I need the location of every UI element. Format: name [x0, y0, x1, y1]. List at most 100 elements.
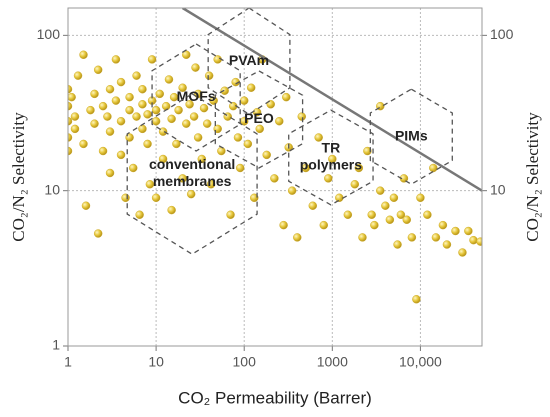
point [70, 124, 80, 134]
point [172, 139, 181, 149]
point [90, 119, 99, 128]
point [116, 117, 126, 126]
point [412, 295, 421, 304]
region-label: PEO [244, 110, 274, 126]
point [301, 163, 310, 173]
point [240, 96, 249, 105]
point [68, 146, 73, 156]
region-hexagon [214, 70, 304, 169]
point [182, 50, 191, 59]
y-tick-label: 10 [44, 181, 60, 197]
point [125, 105, 134, 115]
point [270, 174, 279, 183]
point [343, 210, 353, 219]
point [243, 139, 253, 149]
y2-axis-title: CO₂/N₂ Selectivity [523, 112, 542, 242]
point [70, 112, 80, 121]
point [161, 101, 171, 111]
point [147, 55, 157, 64]
x-tick-label: 1 [64, 354, 72, 370]
point [246, 83, 256, 92]
point [129, 163, 138, 173]
region-hexagon [126, 93, 258, 255]
point [442, 240, 452, 249]
point [202, 119, 212, 128]
points [68, 50, 482, 304]
point [438, 220, 448, 230]
point [68, 117, 73, 126]
point [151, 105, 161, 115]
point [370, 220, 379, 230]
point [464, 226, 473, 236]
x-tick-label: 10,000 [399, 354, 442, 370]
point [164, 75, 174, 84]
point [363, 146, 372, 156]
point [182, 119, 191, 128]
point [226, 210, 235, 219]
point [381, 201, 390, 210]
point [293, 233, 302, 242]
point [151, 193, 161, 202]
point [73, 71, 83, 80]
y-tick-label: 100 [37, 26, 61, 42]
region-label: PIMs [395, 127, 428, 143]
point [206, 180, 216, 189]
point [105, 85, 115, 94]
point [407, 233, 417, 242]
point [204, 71, 214, 80]
point [68, 133, 73, 142]
point [282, 92, 291, 102]
point [314, 133, 323, 142]
region-hexagon [369, 88, 453, 185]
point [335, 193, 344, 202]
point [143, 110, 152, 119]
point [429, 163, 438, 173]
y2-tick-label: 10 [490, 181, 506, 197]
point [431, 233, 441, 242]
point [358, 233, 367, 242]
point [255, 124, 264, 134]
region-hexagon [207, 7, 291, 116]
point [151, 117, 161, 126]
point [328, 154, 337, 164]
x-tick-label: 100 [233, 354, 257, 370]
point [186, 189, 196, 199]
point [458, 248, 467, 257]
point [158, 127, 168, 136]
region-hexagon [288, 109, 374, 206]
point [191, 63, 200, 72]
region-label: polymers [300, 157, 362, 173]
point [79, 139, 88, 149]
point [220, 86, 229, 95]
point [145, 180, 155, 189]
plot-frame [67, 7, 483, 347]
point [235, 163, 245, 173]
point [167, 114, 176, 124]
point [116, 77, 126, 87]
point [93, 229, 103, 238]
point [103, 112, 112, 121]
point [217, 146, 226, 156]
point [350, 180, 360, 189]
point [197, 154, 206, 164]
point [319, 220, 328, 230]
point [132, 71, 141, 80]
region-label: PVAm [229, 52, 269, 68]
point [79, 50, 88, 59]
point [189, 112, 199, 121]
point [169, 92, 179, 102]
point [389, 193, 399, 202]
point [233, 133, 243, 142]
point [396, 210, 406, 219]
point [451, 226, 460, 236]
point [178, 174, 187, 183]
upper-bound-line [181, 8, 482, 192]
point [324, 174, 333, 183]
point [178, 83, 187, 92]
point [297, 112, 306, 121]
point [423, 210, 432, 219]
x-tick-label: 1000 [317, 354, 348, 370]
point [174, 105, 183, 115]
y-axis-title: CO₂/N₂ Selectivity [9, 112, 28, 242]
region-label: TR [322, 140, 341, 156]
